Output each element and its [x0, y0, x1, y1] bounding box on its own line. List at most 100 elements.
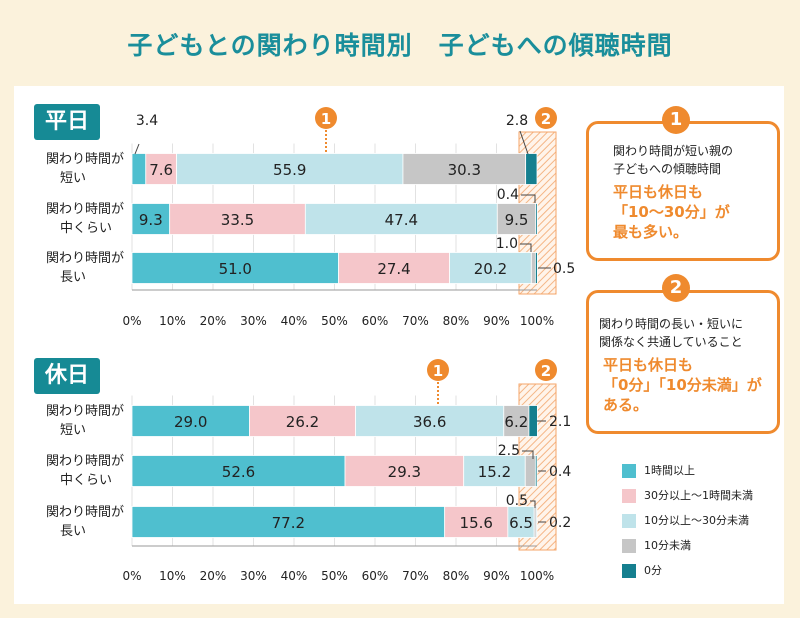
bar: [344, 455, 465, 487]
x-tick-label: 0%: [122, 314, 141, 328]
data-label: 0.2: [549, 515, 571, 531]
bar: [131, 405, 250, 437]
note-2-emph-1: 平日も休日も: [603, 356, 694, 374]
data-label: 9.3: [139, 211, 163, 229]
x-tick-label: 60%: [362, 569, 389, 583]
x-tick-label: 80%: [443, 569, 470, 583]
legend-swatch-4: [622, 539, 636, 553]
data-label: 3.4: [136, 113, 158, 129]
bar: [503, 405, 530, 437]
bar: [535, 506, 538, 538]
bar: [131, 506, 446, 538]
category-label: 関わり時間が: [46, 404, 124, 419]
x-tick-label: 30%: [240, 314, 267, 328]
legend-item-1: 1時間以上: [622, 464, 695, 478]
bar: [507, 506, 535, 538]
bar: [402, 153, 527, 185]
page-title: 子どもとの関わり時間別 子どもへの傾聴時間: [127, 31, 673, 60]
bar: [496, 203, 537, 235]
data-label: 29.0: [174, 413, 207, 431]
marker-2-label: 2: [541, 110, 551, 128]
legend-label-4: 10分未満: [644, 539, 691, 552]
data-label: 77.2: [272, 514, 305, 532]
marker-2-circle: [535, 107, 557, 129]
data-label: 2.8: [506, 113, 528, 129]
bar: [249, 405, 356, 437]
x-tick-label: 100%: [520, 314, 554, 328]
legend-label-5: 0分: [644, 564, 662, 577]
legend-item-5: 0分: [622, 564, 662, 578]
note-box-2: 関わり時間の長い・短いに 関係なく共通していること 平日も休日も 「0分」「10…: [586, 290, 780, 434]
legend-item-3: 10分以上〜30分未満: [622, 514, 749, 528]
leader-line: [134, 143, 140, 155]
data-label: 2.1: [549, 414, 571, 430]
legend-label-2: 30分以上〜1時間未満: [644, 489, 753, 502]
data-label: 55.9: [273, 161, 306, 179]
x-tick-label: 50%: [321, 314, 348, 328]
data-label: 9.5: [505, 211, 529, 229]
note-2-emph-3: ある。: [603, 396, 649, 414]
note-2-desc-1: 関わり時間の長い・短いに: [599, 317, 744, 331]
x-tick-label: 50%: [321, 569, 348, 583]
data-label: 36.6: [413, 413, 446, 431]
note-1-badge: 1: [662, 106, 690, 134]
data-label: 51.0: [219, 260, 252, 278]
category-label: 長い: [60, 270, 86, 285]
category-label: 中くらい: [60, 221, 112, 236]
x-tick-label: 30%: [240, 569, 267, 583]
note-2-badge: 2: [662, 274, 690, 302]
legend-label-1: 1時間以上: [644, 464, 695, 477]
category-label: 関わり時間が: [46, 202, 124, 217]
data-label: 29.3: [388, 463, 421, 481]
data-label: 6.5: [509, 514, 533, 532]
note-2-emph-2: 「0分」「10分未満」が: [603, 376, 762, 394]
x-tick-label: 70%: [402, 569, 429, 583]
category-label: 長い: [60, 524, 86, 539]
x-tick-label: 20%: [200, 569, 227, 583]
data-label: 15.2: [478, 463, 511, 481]
legend-swatch-3: [622, 514, 636, 528]
bar: [131, 455, 346, 487]
legend-item-4: 10分未満: [622, 539, 691, 553]
weekday-tag: 平日: [34, 104, 100, 140]
note-1-emph-3: 最も多い。: [613, 223, 689, 241]
note-box-1: 関わり時間が短い親の 子どもへの傾聴時間 平日も休日も 「10〜30分」が 最も…: [586, 121, 780, 261]
leader-line: [519, 130, 529, 155]
category-label: 関わり時間が: [46, 251, 124, 266]
x-tick-label: 0%: [122, 569, 141, 583]
x-tick-label: 40%: [281, 569, 308, 583]
bar: [304, 203, 498, 235]
legend-swatch-2: [622, 489, 636, 503]
data-label: 20.2: [474, 260, 507, 278]
data-label: 0.5: [506, 493, 528, 509]
note-1-desc-1: 関わり時間が短い親の: [613, 144, 734, 158]
holiday-tag: 休日: [34, 358, 100, 394]
bar: [131, 153, 147, 185]
data-label: 2.5: [498, 443, 520, 459]
marker-2-label: 2: [541, 362, 551, 380]
marker-1-circle: [315, 107, 337, 129]
bar: [525, 153, 538, 185]
category-label: 関わり時間が: [46, 152, 124, 167]
data-label: 15.6: [460, 514, 493, 532]
marker-2-circle: [535, 359, 557, 381]
bar: [528, 405, 538, 437]
data-label: 33.5: [221, 211, 254, 229]
data-label: 52.6: [222, 463, 255, 481]
data-label: 1.0: [496, 236, 518, 252]
bar: [444, 506, 509, 538]
data-label: 0.5: [553, 261, 575, 277]
bar: [524, 455, 536, 487]
x-tick-label: 80%: [443, 314, 470, 328]
note-1-desc-2: 子どもへの傾聴時間: [613, 162, 722, 176]
note-1-emph-1: 平日も休日も: [613, 183, 704, 201]
data-label: 6.2: [504, 413, 528, 431]
x-tick-label: 60%: [362, 314, 389, 328]
x-tick-label: 20%: [200, 314, 227, 328]
x-tick-label: 90%: [483, 569, 510, 583]
bar: [534, 252, 538, 284]
bar: [355, 405, 505, 437]
data-label: 7.6: [149, 161, 173, 179]
data-label: 30.3: [448, 161, 481, 179]
